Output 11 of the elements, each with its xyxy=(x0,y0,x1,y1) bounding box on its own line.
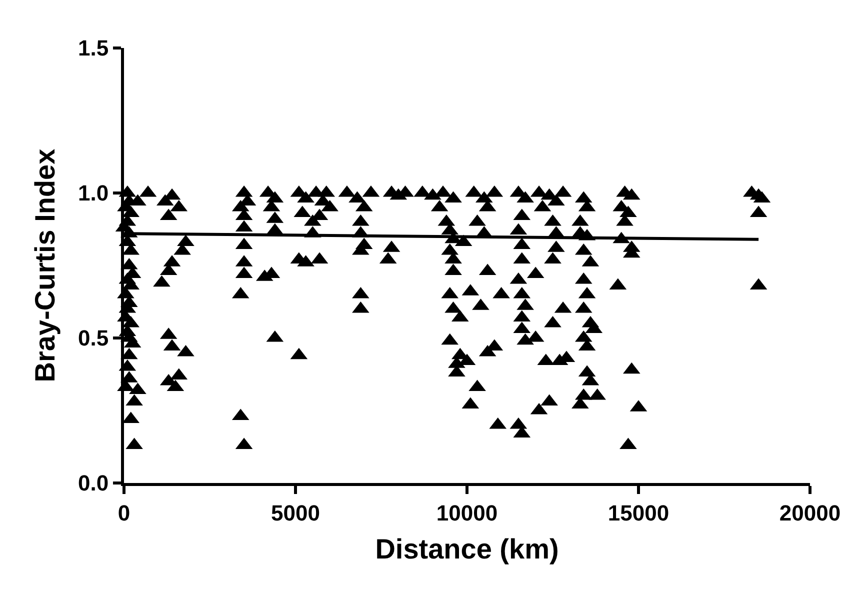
y-axis-title: Bray-Curtis Index xyxy=(30,148,61,382)
x-tick-label: 10000 xyxy=(436,500,498,526)
x-tick-label: 20000 xyxy=(779,500,841,526)
x-tick-label: 5000 xyxy=(271,500,320,526)
x-tick-label: 15000 xyxy=(608,500,670,526)
y-tick-label: 1.0 xyxy=(78,180,109,206)
y-tick-label: 1.5 xyxy=(78,36,109,61)
y-tick-label: 0.5 xyxy=(78,326,109,351)
x-tick-label: 0 xyxy=(118,500,130,526)
y-tick-label: 0.0 xyxy=(78,470,109,496)
x-axis-title: Distance (km) xyxy=(375,534,559,564)
